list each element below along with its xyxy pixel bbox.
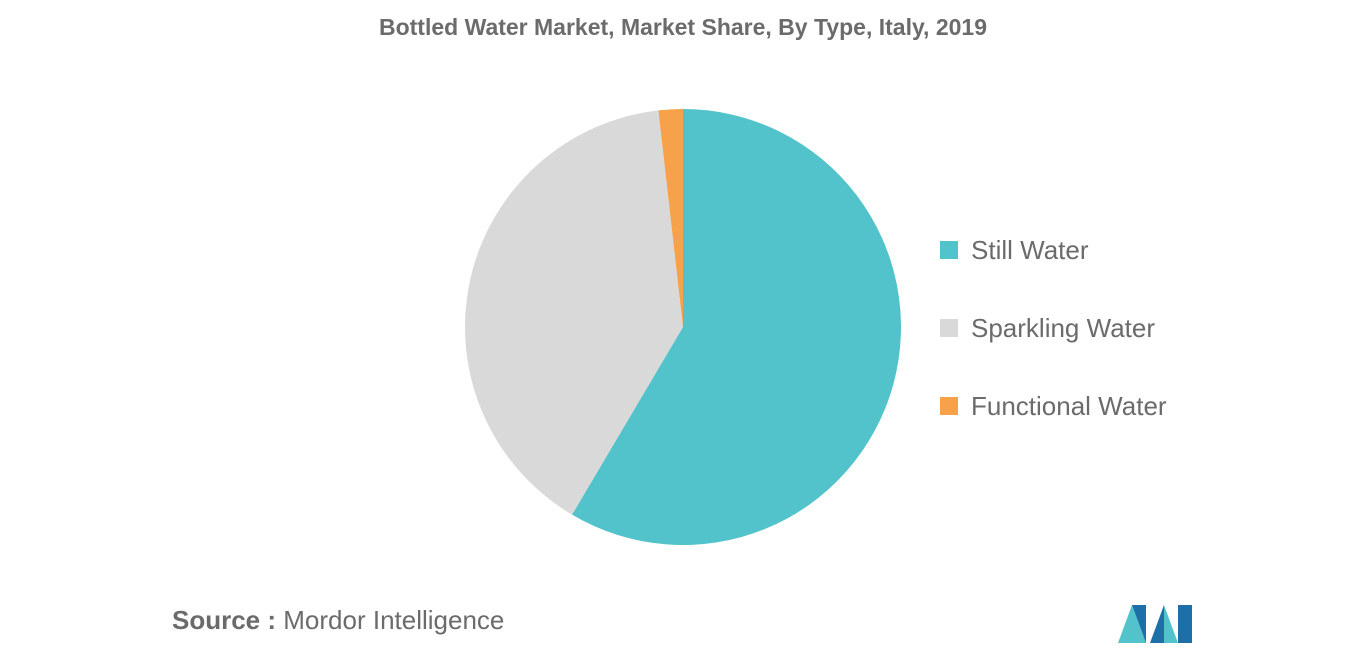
chart-title: Bottled Water Market, Market Share, By T… — [378, 14, 987, 40]
source-text: Mordor Intelligence — [283, 605, 505, 635]
legend-item-still-water: Still Water — [940, 232, 1167, 268]
legend-label-still-water: Still Water — [971, 234, 1089, 265]
pie-slices — [464, 109, 901, 545]
legend-swatch-still-water — [940, 241, 958, 259]
legend-item-sparkling-water: Sparkling Water — [940, 310, 1167, 346]
legend-swatch-sparkling-water — [940, 319, 958, 337]
chart-legend: Still Water Sparkling Water Functional W… — [940, 232, 1167, 466]
pie-slice-functional-water — [658, 109, 683, 327]
mordor-intelligence-logo-icon — [1118, 605, 1192, 643]
legend-swatch-functional-water — [940, 397, 958, 415]
source-note: Source : Mordor Intelligence — [172, 605, 504, 636]
source-prefix: Source : — [172, 605, 277, 635]
pie-slice-still-water — [572, 109, 901, 545]
legend-label-sparkling-water: Sparkling Water — [971, 312, 1155, 343]
pie-slice-sparkling-water — [464, 110, 683, 515]
legend-item-functional-water: Functional Water — [940, 388, 1167, 424]
legend-label-functional-water: Functional Water — [971, 390, 1167, 421]
